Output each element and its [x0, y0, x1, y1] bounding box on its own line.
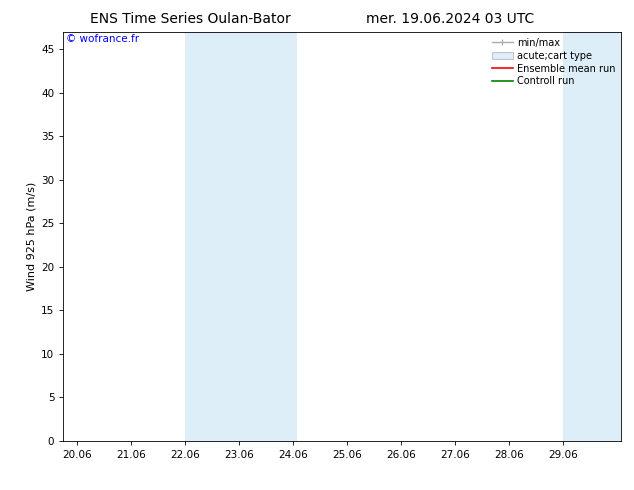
Text: © wofrance.fr: © wofrance.fr	[66, 34, 139, 44]
Text: ENS Time Series Oulan-Bator: ENS Time Series Oulan-Bator	[90, 12, 290, 26]
Bar	[185, 32, 297, 441]
Text: mer. 19.06.2024 03 UTC: mer. 19.06.2024 03 UTC	[366, 12, 534, 26]
Y-axis label: Wind 925 hPa (m/s): Wind 925 hPa (m/s)	[27, 182, 37, 291]
Legend: min/max, acute;cart type, Ensemble mean run, Controll run: min/max, acute;cart type, Ensemble mean …	[488, 34, 619, 90]
Bar	[563, 32, 621, 441]
